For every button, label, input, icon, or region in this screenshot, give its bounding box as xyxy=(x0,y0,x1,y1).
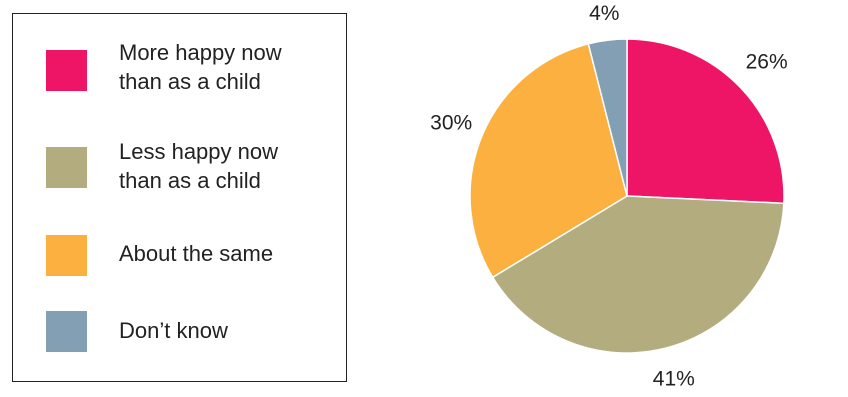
legend-label-dont-know: Don’t know xyxy=(119,316,228,345)
legend-item-dont-know: Don’t know xyxy=(46,311,336,381)
legend-label-more-happy: More happy now than as a child xyxy=(119,38,282,96)
pie-chart: 26% 41% 30% 4% xyxy=(360,0,848,397)
legend-label-line: than as a child xyxy=(119,69,261,94)
pie-slice xyxy=(587,38,628,197)
legend-label-line: Less happy now xyxy=(119,139,278,164)
legend-item-less-happy: Less happy now than as a child xyxy=(46,137,336,207)
pie-slice xyxy=(491,195,785,354)
legend-item-more-happy: More happy now than as a child xyxy=(46,38,336,108)
legend-label-line: Don’t know xyxy=(119,318,228,343)
pie-slice xyxy=(469,42,628,279)
pie-slice-label: 30% xyxy=(430,112,472,135)
legend-label-line: More happy now xyxy=(119,40,282,65)
pie-slice-label: 41% xyxy=(653,368,695,391)
pie-chart-svg: 26% 41% 30% 4% xyxy=(430,2,788,391)
legend-swatch-about-same xyxy=(46,235,87,276)
legend-swatch-dont-know xyxy=(46,311,87,352)
legend-swatch-more-happy xyxy=(46,50,87,91)
legend-label-line: than as a child xyxy=(119,168,261,193)
legend-item-about-same: About the same xyxy=(46,233,336,303)
legend-swatch-less-happy xyxy=(46,147,87,188)
pie-slice xyxy=(626,38,785,205)
legend-label-about-same: About the same xyxy=(119,239,273,268)
chart-legend: More happy now than as a child Less happ… xyxy=(12,13,347,382)
legend-label-less-happy: Less happy now than as a child xyxy=(119,137,278,195)
pie-slice-label: 26% xyxy=(746,50,788,73)
pie-slice-label: 4% xyxy=(589,2,619,25)
legend-label-line: About the same xyxy=(119,241,274,266)
